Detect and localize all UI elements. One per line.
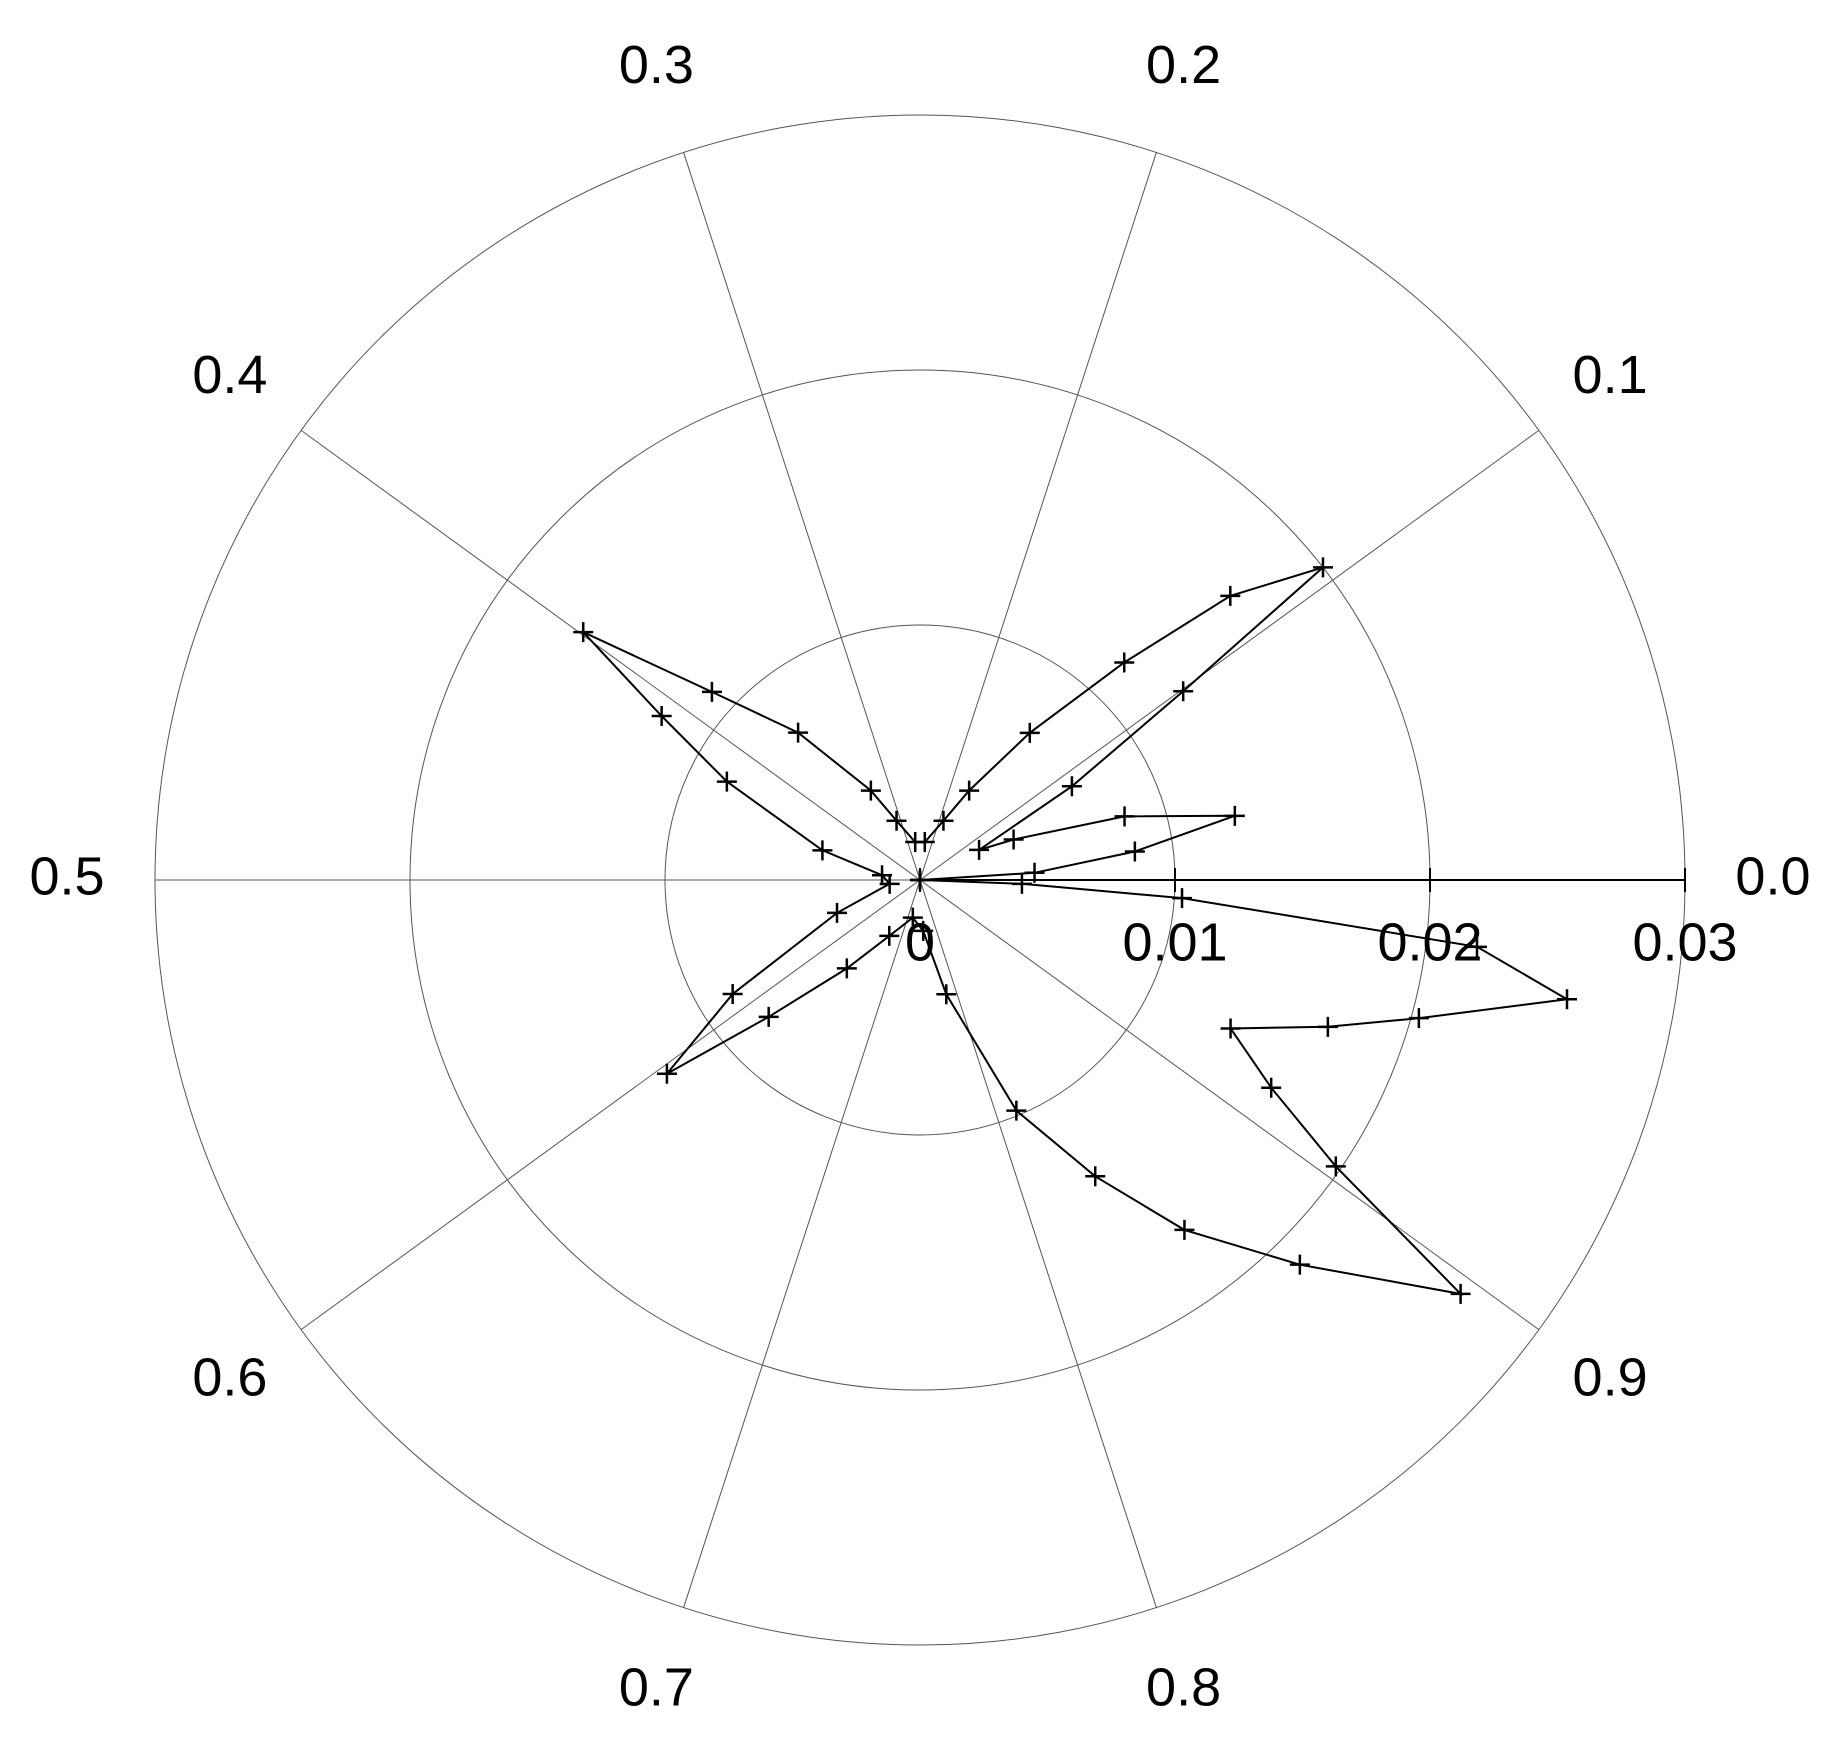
data-marker xyxy=(1173,681,1194,702)
grid-spoke xyxy=(300,429,921,881)
data-marker xyxy=(886,810,907,831)
data-marker xyxy=(1006,1100,1027,1121)
data-marker xyxy=(936,984,957,1005)
grid-spoke xyxy=(919,152,1157,881)
theta-tick-label: 0.1 xyxy=(1573,345,1648,405)
data-marker xyxy=(1220,585,1241,606)
data-marker xyxy=(933,810,954,831)
data-marker xyxy=(1024,862,1045,883)
data-marker xyxy=(969,839,990,860)
data-marker xyxy=(910,870,930,890)
radial-tick-label: 0.03 xyxy=(1632,912,1737,972)
grid-spoke xyxy=(919,429,1540,881)
data-marker xyxy=(959,780,980,801)
data-marker xyxy=(1019,722,1040,743)
data-marker xyxy=(1557,989,1578,1010)
data-marker xyxy=(1172,888,1193,909)
data-marker xyxy=(716,771,737,792)
data-marker xyxy=(879,925,900,946)
theta-tick-label: 0.5 xyxy=(29,846,104,906)
data-marker xyxy=(812,840,833,861)
grid-spoke xyxy=(300,879,921,1331)
data-marker xyxy=(758,1006,779,1027)
data-marker xyxy=(1003,829,1024,850)
grid-spoke xyxy=(683,152,921,881)
data-marker xyxy=(1011,873,1032,894)
data-marker xyxy=(902,907,923,928)
data-marker xyxy=(905,832,926,853)
data-marker xyxy=(860,780,881,801)
data-marker xyxy=(1224,805,1245,826)
grid-spoke xyxy=(919,879,1157,1608)
data-marker xyxy=(701,681,722,702)
grid-spoke xyxy=(683,879,921,1608)
theta-tick-label: 0.0 xyxy=(1735,846,1810,906)
data-marker xyxy=(1174,1219,1195,1240)
theta-tick-label: 0.3 xyxy=(619,35,694,95)
theta-tick-label: 0.2 xyxy=(1146,35,1221,95)
data-marker xyxy=(1114,652,1135,673)
data-marker xyxy=(913,920,934,941)
data-marker xyxy=(1124,841,1145,862)
data-marker xyxy=(1261,1077,1282,1098)
data-marker xyxy=(1408,1008,1429,1029)
data-marker xyxy=(827,902,848,923)
data-marker xyxy=(879,873,900,894)
data-marker xyxy=(1085,1166,1106,1187)
data-marker xyxy=(722,983,743,1004)
data-marker xyxy=(1114,806,1135,827)
theta-tick-label: 0.7 xyxy=(619,1657,694,1717)
data-marker xyxy=(1289,1254,1310,1275)
theta-tick-label: 0.8 xyxy=(1146,1657,1221,1717)
data-marker xyxy=(1325,1156,1346,1177)
grid-spoke xyxy=(919,879,1540,1331)
data-marker xyxy=(1467,936,1488,957)
radial-tick-label: 0 xyxy=(905,912,935,972)
data-marker xyxy=(1450,1283,1471,1304)
data-marker xyxy=(1317,1016,1338,1037)
data-marker xyxy=(651,706,672,727)
theta-tick-label: 0.6 xyxy=(192,1348,267,1408)
data-marker xyxy=(573,622,594,643)
data-marker xyxy=(836,958,857,979)
theta-tick-label: 0.4 xyxy=(192,345,267,405)
data-marker xyxy=(788,722,809,743)
radial-tick-label: 0.01 xyxy=(1122,912,1227,972)
data-marker xyxy=(1061,776,1082,797)
data-marker xyxy=(656,1063,677,1084)
theta-tick-label: 0.9 xyxy=(1573,1348,1648,1408)
radial-tick-label: 0.02 xyxy=(1377,912,1482,972)
data-marker xyxy=(1220,1018,1241,1039)
data-marker xyxy=(1312,557,1333,578)
